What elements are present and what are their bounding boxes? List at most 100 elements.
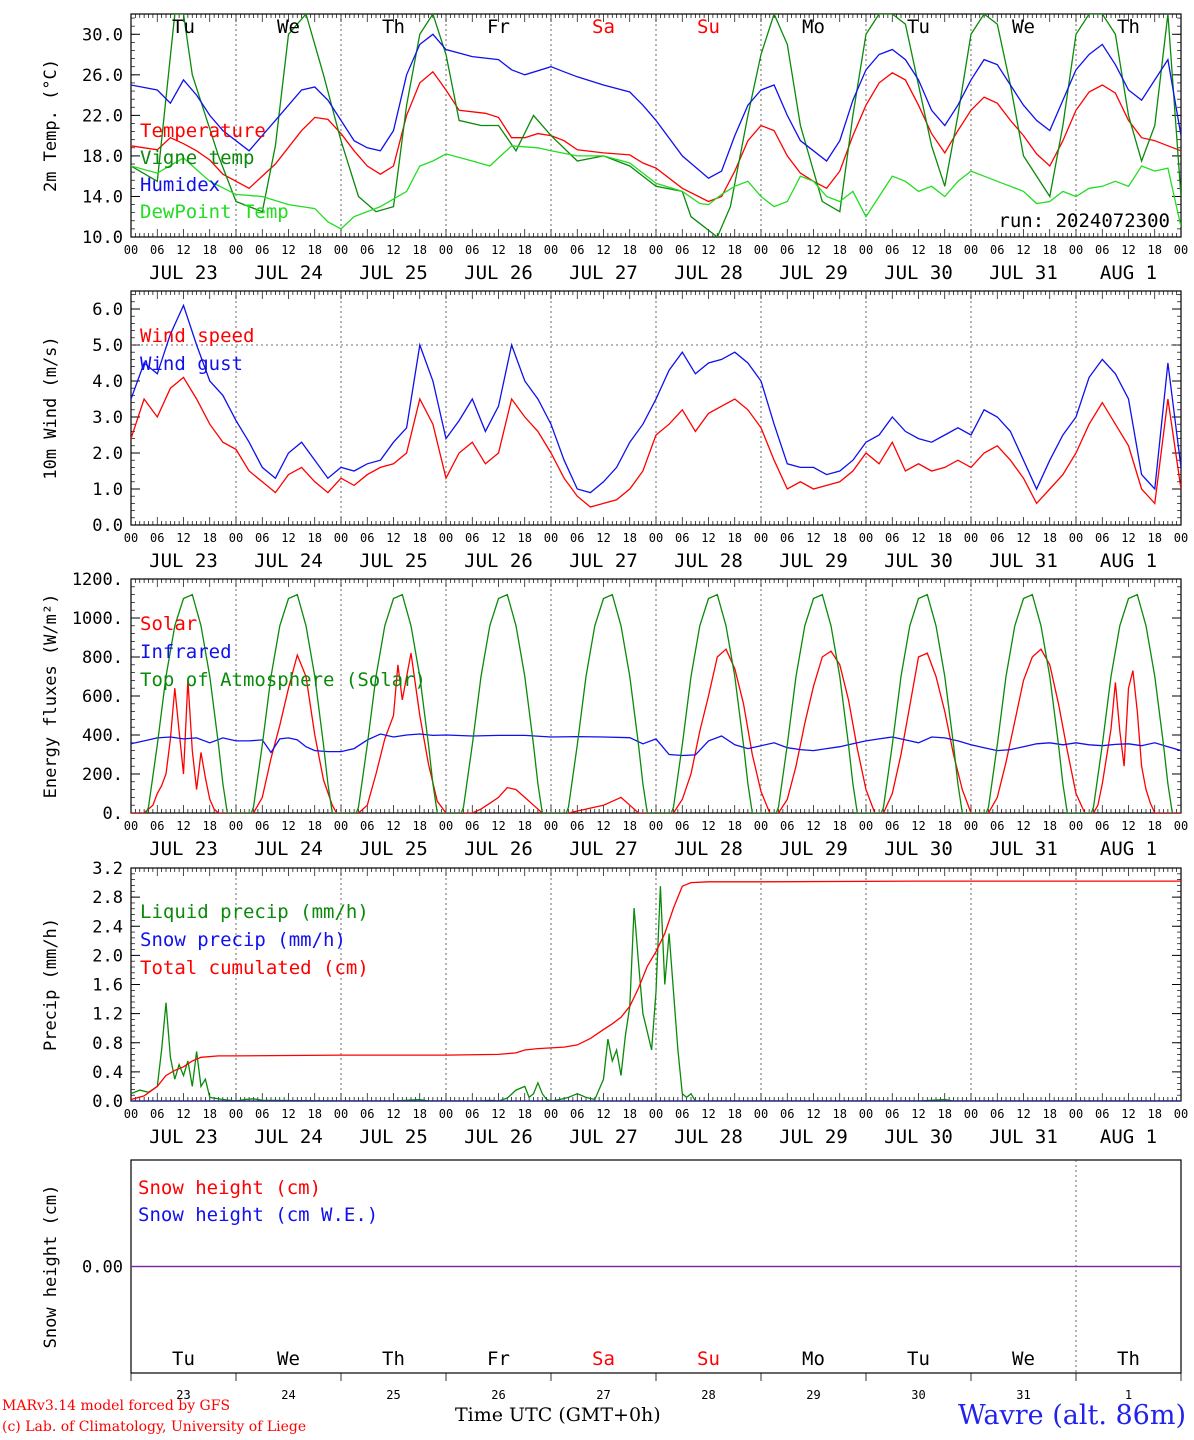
panel-5: 0.00 Snow height (cm) Snow height (cm) Snow…	[41, 1159, 1182, 1381]
y-axis-label: Energy fluxes (W/m²)	[41, 594, 61, 799]
hour-tick-label: 00	[859, 819, 873, 833]
hour-tick-label: 18	[728, 531, 742, 545]
hour-tick-label: 12	[176, 243, 190, 257]
day-number-label: 24	[281, 1388, 295, 1402]
y-tick-label: 1.2	[92, 1005, 123, 1025]
y-tick-label: 2.4	[92, 917, 123, 937]
hour-tick-label: 18	[518, 819, 532, 833]
hour-tick-label: 06	[255, 243, 269, 257]
hour-tick-label: 00	[754, 1107, 768, 1121]
hour-tick-label: 00	[439, 531, 453, 545]
hour-tick-label: 06	[570, 243, 584, 257]
hour-tick-label: 12	[1016, 531, 1030, 545]
hour-tick-label: 18	[938, 1107, 952, 1121]
hour-tick-label: 18	[623, 819, 637, 833]
weekday-label: Su	[697, 1348, 720, 1370]
hour-tick-label: 18	[623, 1107, 637, 1121]
date-label: JUL 23	[149, 838, 218, 860]
weekday-label: We	[277, 16, 300, 38]
hour-tick-label: 18	[308, 819, 322, 833]
y-tick-label: 0.0	[92, 1092, 123, 1112]
hour-tick-label: 18	[413, 1107, 427, 1121]
hour-tick-label: 18	[308, 1107, 322, 1121]
hour-tick-label: 12	[491, 531, 505, 545]
hour-tick-label: 06	[780, 1107, 794, 1121]
date-label: JUL 25	[359, 262, 428, 284]
hour-tick-label: 06	[675, 531, 689, 545]
weekday-label: Th	[1117, 1348, 1140, 1370]
date-label: JUL 28	[674, 262, 743, 284]
date-label: JUL 24	[254, 1126, 323, 1148]
date-label: JUL 29	[779, 1126, 848, 1148]
hour-tick-label: 06	[465, 531, 479, 545]
hour-tick-label: 00	[124, 243, 138, 257]
date-label: JUL 23	[149, 550, 218, 572]
weekday-label: Tu	[172, 1348, 195, 1370]
y-tick-label: 3.0	[92, 408, 123, 428]
hour-tick-label: 18	[1148, 243, 1162, 257]
hour-tick-label: 06	[990, 1107, 1004, 1121]
y-tick-label: 18.0	[82, 147, 123, 167]
hour-tick-label: 06	[465, 1107, 479, 1121]
date-label: JUL 28	[674, 550, 743, 572]
hour-tick-label: 00	[964, 1107, 978, 1121]
date-label: JUL 24	[254, 262, 323, 284]
date-label: AUG 1	[1100, 262, 1157, 284]
hour-tick-label: 18	[833, 819, 847, 833]
date-label: AUG 1	[1100, 1126, 1157, 1148]
hour-tick-label: 00	[124, 1107, 138, 1121]
y-tick-label: 6.0	[92, 300, 123, 320]
legend-entry: Top of Atmosphere (Solar)	[140, 669, 426, 691]
hour-tick-label: 12	[386, 243, 400, 257]
weekday-label: Th	[382, 1348, 405, 1370]
hour-tick-label: 18	[833, 531, 847, 545]
date-label: JUL 24	[254, 550, 323, 572]
series-line-humidex	[131, 33, 1181, 179]
hour-tick-label: 06	[150, 243, 164, 257]
hour-tick-label: 06	[675, 243, 689, 257]
hour-tick-label: 18	[1148, 819, 1162, 833]
date-label: AUG 1	[1100, 838, 1157, 860]
weekday-label: Th	[382, 16, 405, 38]
series-line-dewpoint-temp	[131, 145, 1181, 230]
series-line-temperature	[131, 70, 1181, 203]
y-tick-label: 0.00	[82, 1258, 123, 1278]
date-label: JUL 26	[464, 262, 533, 284]
hour-tick-label: 12	[1121, 819, 1135, 833]
date-label: JUL 31	[989, 262, 1058, 284]
hour-tick-label: 12	[176, 1107, 190, 1121]
hour-tick-label: 18	[1148, 531, 1162, 545]
hour-tick-label: 06	[1095, 1107, 1109, 1121]
hour-tick-label: 12	[386, 819, 400, 833]
hour-tick-label: 00	[439, 243, 453, 257]
weekday-label: We	[277, 1348, 300, 1370]
series-line-wind-gust	[131, 303, 1181, 494]
hour-tick-label: 18	[518, 243, 532, 257]
hour-tick-label: 00	[229, 243, 243, 257]
hour-tick-label: 12	[386, 1107, 400, 1121]
y-tick-label: 4.0	[92, 372, 123, 392]
hour-tick-label: 12	[281, 819, 295, 833]
hour-tick-label: 18	[413, 531, 427, 545]
y-tick-label: 1000.	[72, 609, 123, 629]
hour-tick-label: 18	[833, 243, 847, 257]
date-label: JUL 27	[569, 838, 638, 860]
weekday-label: We	[1012, 16, 1035, 38]
day-number-label: 31	[1016, 1388, 1030, 1402]
series-line-total-cumulated-cm	[131, 880, 1181, 1101]
date-label: JUL 31	[989, 838, 1058, 860]
legend-entry: Wind speed	[140, 325, 254, 347]
hour-tick-label: 06	[990, 531, 1004, 545]
legend-entry: Infrared	[140, 641, 232, 663]
y-tick-label: 1200.	[72, 570, 123, 590]
hour-tick-label: 06	[885, 1107, 899, 1121]
y-tick-label: 0.	[103, 804, 123, 824]
hour-tick-label: 00	[1069, 819, 1083, 833]
y-tick-label: 3.2	[92, 859, 123, 879]
date-label: JUL 27	[569, 550, 638, 572]
hour-tick-label: 18	[308, 531, 322, 545]
hour-tick-label: 12	[911, 243, 925, 257]
hour-tick-label: 18	[518, 1107, 532, 1121]
hour-tick-label: 06	[150, 819, 164, 833]
